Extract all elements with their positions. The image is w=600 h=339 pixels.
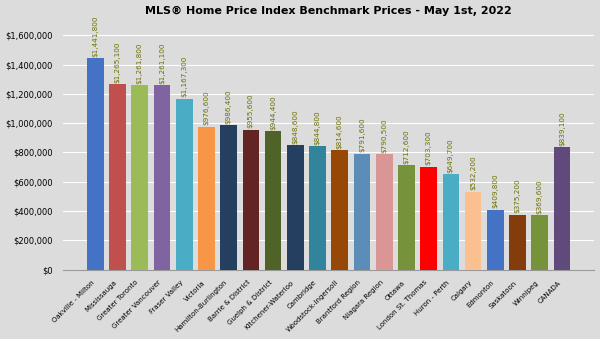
Bar <box>532 216 548 270</box>
Bar <box>465 192 481 270</box>
Bar <box>353 154 370 270</box>
Bar <box>487 210 503 270</box>
Text: $791,600: $791,600 <box>359 118 365 153</box>
Bar <box>509 215 526 270</box>
Text: $1,441,800: $1,441,800 <box>92 16 98 57</box>
Text: $848,600: $848,600 <box>292 109 298 144</box>
Bar <box>220 125 237 270</box>
Bar <box>443 175 459 270</box>
Bar <box>554 147 570 270</box>
Text: $409,800: $409,800 <box>492 174 498 208</box>
Text: $369,600: $369,600 <box>537 180 543 214</box>
Bar <box>242 129 259 270</box>
Title: MLS® Home Price Index Benchmark Prices - May 1st, 2022: MLS® Home Price Index Benchmark Prices -… <box>145 5 512 16</box>
Text: $375,200: $375,200 <box>515 179 521 214</box>
Text: $814,600: $814,600 <box>337 115 343 149</box>
Text: $844,800: $844,800 <box>314 110 320 145</box>
Text: $790,500: $790,500 <box>381 118 387 153</box>
Bar <box>198 126 215 270</box>
Text: $532,200: $532,200 <box>470 156 476 191</box>
Bar <box>176 99 193 270</box>
Bar <box>398 165 415 270</box>
Text: $1,261,100: $1,261,100 <box>159 42 165 84</box>
Text: $1,265,100: $1,265,100 <box>115 42 121 83</box>
Bar <box>420 166 437 270</box>
Bar <box>109 84 126 270</box>
Bar <box>87 58 104 270</box>
Bar <box>309 146 326 270</box>
Bar <box>265 131 281 270</box>
Text: $1,261,800: $1,261,800 <box>137 42 143 84</box>
Text: $712,600: $712,600 <box>403 129 409 164</box>
Bar <box>331 150 348 270</box>
Bar <box>131 85 148 270</box>
Text: $955,600: $955,600 <box>248 94 254 128</box>
Text: $944,400: $944,400 <box>270 96 276 130</box>
Text: $703,300: $703,300 <box>425 131 431 165</box>
Bar <box>376 154 392 270</box>
Text: $986,400: $986,400 <box>226 89 232 124</box>
Text: $1,167,300: $1,167,300 <box>181 56 187 97</box>
Bar <box>154 85 170 270</box>
Text: $976,600: $976,600 <box>203 91 209 125</box>
Text: $839,100: $839,100 <box>559 111 565 145</box>
Text: $649,700: $649,700 <box>448 139 454 173</box>
Bar <box>287 145 304 270</box>
